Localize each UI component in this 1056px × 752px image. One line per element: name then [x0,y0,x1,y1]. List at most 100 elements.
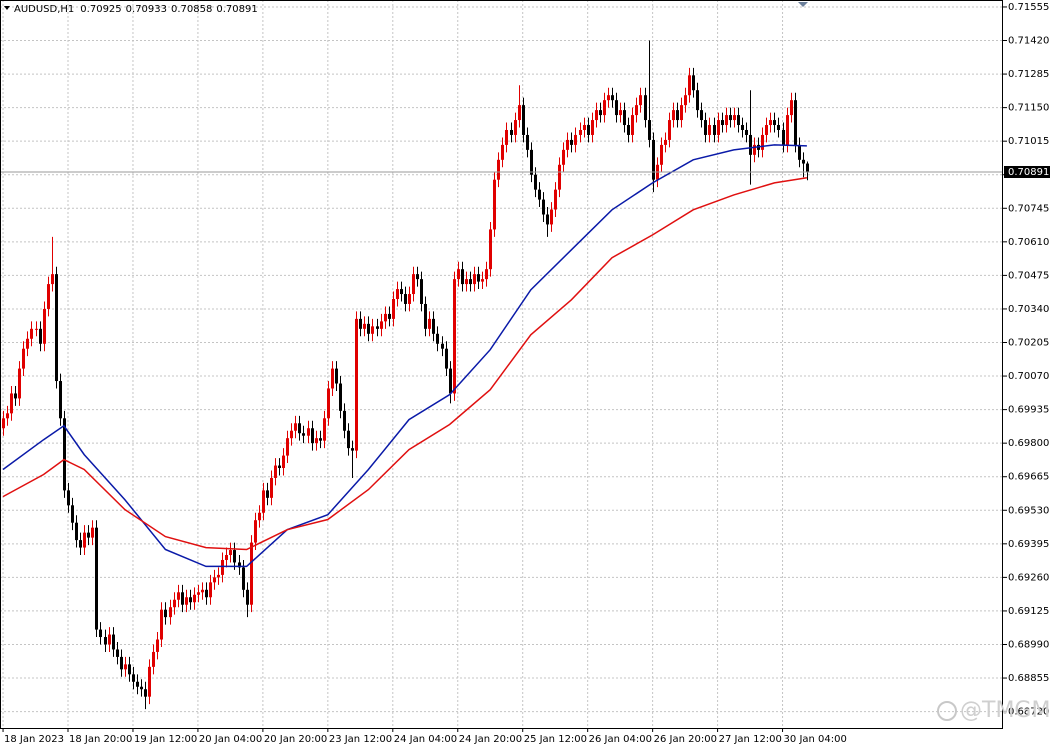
x-tick-label: 27 Jan 12:00 [719,734,782,745]
candle-body [307,428,310,436]
candle-body [400,289,403,295]
candle-body [217,574,220,578]
candle-body [599,110,602,116]
candle-body [83,532,86,548]
candle-body [282,455,285,469]
y-tick-label: 0.69260 [1008,572,1049,583]
candle-body [343,410,346,431]
candle-body [193,594,196,603]
candle-body [185,597,188,605]
y-tick-label: 0.69530 [1008,505,1049,516]
candle-body [510,129,513,135]
candle-body [14,393,17,399]
candle-body [91,527,94,538]
candle-body [160,609,163,640]
candle-body [388,313,391,319]
candle-body [327,388,330,419]
candle-body [2,418,5,429]
candle-body [497,159,500,180]
candle-body [733,115,736,121]
candle-body [591,120,594,135]
candle-body [335,368,338,384]
candle-body [526,134,529,150]
watermark-group: @TMGM [937,698,1050,723]
candle-body [428,318,431,329]
candle-body [59,381,62,419]
candle-body [124,664,127,670]
y-tick-label: 0.71285 [1008,69,1049,80]
candle-body [242,567,245,590]
candle-body [436,333,439,344]
candle-body [725,115,728,126]
candle-body [570,139,573,145]
candle-body [753,144,756,155]
candle-body [363,323,366,329]
candle-body [518,105,521,121]
candle-body [700,110,703,121]
candle-body [749,134,752,155]
candle-body [71,505,74,523]
candle-body [225,555,228,560]
candle-body [238,562,241,568]
candle-body [416,274,419,280]
collapse-icon[interactable] [4,6,10,10]
candle-body [189,597,192,603]
y-tick-label: 0.71015 [1008,136,1049,147]
candle-body [213,577,216,583]
y-tick-label: 0.70745 [1008,203,1049,214]
candle-body [197,592,200,595]
candle-body [773,120,776,126]
candle-body [542,199,545,215]
candle-body [286,438,289,456]
candle-body [26,338,29,349]
x-tick-label: 23 Jan 12:00 [329,734,392,745]
candle-body [782,129,785,145]
candle-body [530,149,533,175]
candle-body [319,438,322,441]
candle-body [35,328,38,330]
symbol: AUDUSD,H1 [14,4,74,15]
candle-body [684,95,687,106]
candle-body [583,125,586,130]
candle-body [136,681,139,687]
x-tick-label: 24 Jan 04:00 [394,734,457,745]
candle-body [554,189,557,210]
candle-body [445,348,448,369]
candle-body [761,134,764,150]
candle-body [99,629,102,638]
candle-body [558,164,561,190]
candle-body [680,105,683,121]
candle-body [546,214,549,225]
candle-body [449,368,452,394]
candle-body [790,100,793,116]
candle-body [298,423,301,434]
candle-body [676,110,679,121]
candle-body [87,532,90,538]
candle-body [376,326,379,329]
candle-body [408,294,411,304]
candle-body [347,430,350,449]
candle-body [396,289,399,300]
candle-body [737,115,740,126]
candle-body [144,689,147,697]
y-tick-label: 0.69665 [1008,472,1049,483]
y-tick-label: 0.71150 [1008,103,1049,114]
candle-body [47,284,50,309]
candle-body [412,274,415,295]
candle-body [290,430,293,439]
candle-body [266,490,269,498]
candle-body [67,490,70,506]
candle-body [721,120,724,126]
candle-body [745,129,748,135]
candle-body [169,607,172,618]
candle-body [704,120,707,135]
candle-body [441,343,444,349]
shift-marker[interactable] [798,2,808,7]
y-tick-label: 0.70340 [1008,304,1049,315]
candle-body [18,368,21,399]
y-tick-label: 0.69395 [1008,539,1049,550]
candle-body [156,639,159,652]
candle-body [603,100,606,116]
candle-body [209,582,212,598]
candle-body [465,279,468,285]
